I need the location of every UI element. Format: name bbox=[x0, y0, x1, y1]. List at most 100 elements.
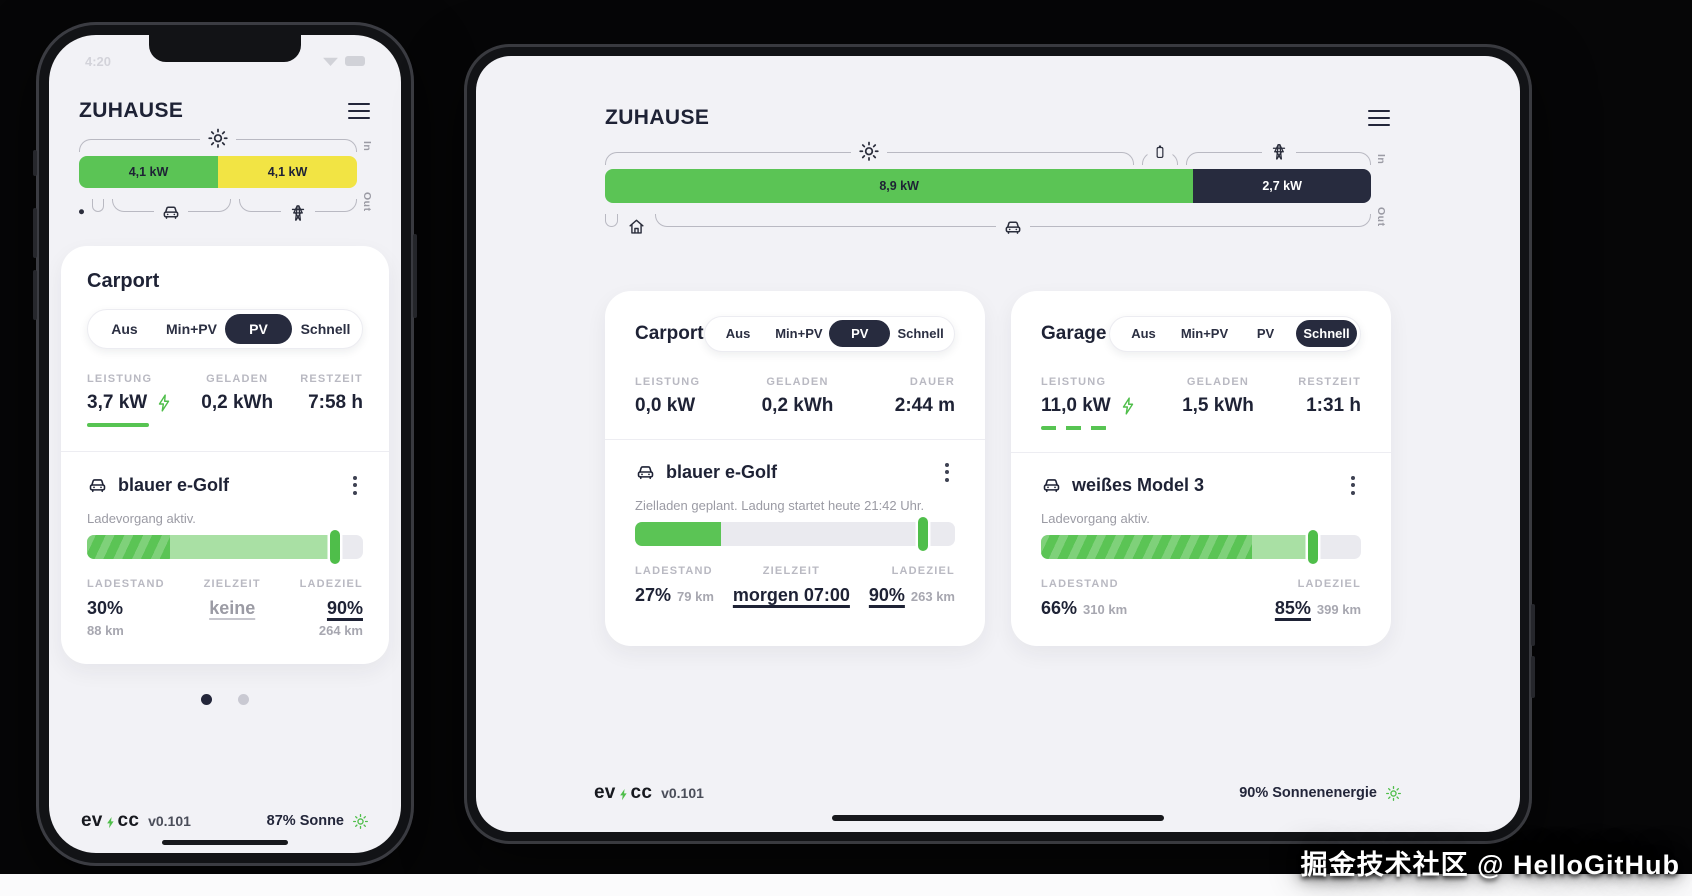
mode-option-minpv[interactable]: Min+PV bbox=[775, 326, 823, 342]
target-soc-link[interactable]: 85% bbox=[1274, 597, 1311, 618]
phone-mute-switch bbox=[33, 150, 37, 176]
planned-segment bbox=[169, 534, 336, 559]
mode-option-aus[interactable]: Aus bbox=[725, 326, 751, 342]
energy-in-label: In bbox=[361, 140, 373, 151]
app-footer: ev cc v0.101 87% Sonne bbox=[81, 810, 369, 832]
vehicle-bracket bbox=[655, 213, 1371, 238]
stat-restzeit: RESTZEIT 7:58 h bbox=[300, 372, 363, 413]
charge-mode-selector: Aus Min+PV PV Schnell bbox=[87, 308, 363, 349]
phone-volume-down-button bbox=[33, 270, 37, 320]
grid-bracket bbox=[1186, 141, 1371, 166]
mode-option-pv[interactable]: PV bbox=[225, 313, 292, 344]
charge-progress bbox=[1041, 529, 1361, 564]
pylon-icon bbox=[280, 202, 315, 223]
sun-icon bbox=[1385, 785, 1402, 802]
car-icon bbox=[1041, 475, 1062, 496]
battery-bracket bbox=[1141, 143, 1179, 166]
solar-share[interactable]: 90% Sonnenenergie bbox=[1239, 785, 1402, 802]
app-footer: ev cc v0.101 90% Sonnenenergie bbox=[476, 782, 1520, 804]
detail-ladestand: LADESTAND 66% 310 km bbox=[1041, 577, 1128, 618]
mode-option-aus[interactable]: Aus bbox=[1131, 326, 1156, 342]
car-icon bbox=[154, 202, 189, 223]
mode-option-minpv[interactable]: Min+PV bbox=[1180, 326, 1229, 342]
target-time-link[interactable]: morgen 07:00 bbox=[732, 584, 850, 605]
tablet-device-frame: ZUHAUSE bbox=[464, 44, 1535, 844]
stat-leistung: LEISTUNG 0,0 kW bbox=[635, 375, 701, 416]
mode-option-pv[interactable]: PV bbox=[829, 320, 891, 348]
charge-mode-selector: Aus Min+PV PV Schnell bbox=[1109, 315, 1361, 352]
tablet-screen: ZUHAUSE bbox=[476, 56, 1520, 832]
stat-restzeit: RESTZEIT 1:31 h bbox=[1298, 375, 1361, 416]
charge-status-text: Ladevorgang aktiv. bbox=[87, 510, 196, 526]
charged-segment bbox=[635, 521, 722, 546]
kebab-menu-icon[interactable] bbox=[939, 460, 955, 485]
app-header: ZUHAUSE bbox=[605, 106, 1391, 130]
pv-bracket bbox=[605, 140, 1134, 166]
app-header: ZUHAUSE bbox=[79, 99, 371, 123]
energy-bars: 8,9 kW 2,7 kW bbox=[605, 169, 1371, 204]
page-title: ZUHAUSE bbox=[79, 99, 184, 123]
stat-geladen: GELADEN 0,2 kWh bbox=[761, 375, 834, 416]
kebab-menu-icon[interactable] bbox=[347, 473, 363, 498]
loadpoint-title: Garage bbox=[1041, 322, 1107, 344]
page-dot-2[interactable] bbox=[238, 693, 249, 705]
energy-bars: 4,1 kW 4,1 kW bbox=[79, 156, 357, 189]
menu-icon[interactable] bbox=[1367, 106, 1391, 130]
charged-segment bbox=[1041, 534, 1253, 559]
house-bracket bbox=[605, 213, 618, 227]
power-underline bbox=[87, 422, 149, 427]
target-soc-link[interactable]: 90% bbox=[868, 584, 905, 605]
stat-geladen: GELADEN 1,5 kWh bbox=[1182, 375, 1254, 416]
vehicle-name: blauer e-Golf bbox=[118, 474, 230, 495]
detail-ladeziel: LADEZIEL 85% 399 km bbox=[1274, 577, 1361, 618]
target-soc-handle[interactable] bbox=[330, 529, 341, 564]
menu-icon[interactable] bbox=[347, 99, 371, 123]
sun-icon bbox=[851, 140, 888, 163]
progress-track bbox=[1041, 534, 1361, 559]
stat-geladen: GELADEN 0,2 kWh bbox=[201, 372, 274, 413]
mode-option-aus[interactable]: Aus bbox=[111, 320, 138, 337]
tablet-volume-up-button bbox=[1531, 604, 1535, 646]
evcc-logo: ev cc v0.101 bbox=[81, 810, 191, 831]
sun-icon bbox=[352, 813, 369, 830]
mode-option-pv[interactable]: PV bbox=[1256, 326, 1275, 342]
home-indicator bbox=[162, 840, 288, 845]
target-soc-handle[interactable] bbox=[1308, 529, 1318, 564]
target-time-link[interactable]: keine bbox=[209, 597, 256, 618]
home-indicator bbox=[832, 815, 1164, 821]
house-bracket bbox=[92, 198, 104, 212]
logo-bolt-icon bbox=[104, 814, 117, 831]
phone-screen: 4:20 ZUHAUSE In bbox=[49, 35, 401, 853]
detail-ladeziel: LADEZIEL 90% 263 km bbox=[868, 564, 955, 605]
phone-power-button bbox=[413, 234, 417, 318]
pylon-icon bbox=[1261, 141, 1296, 162]
phone-device-frame: 4:20 ZUHAUSE In bbox=[33, 22, 417, 866]
loadpoint-stats: LEISTUNG 3,7 kW GELADEN 0,2 kWh RESTZEIT bbox=[87, 373, 363, 427]
phone-volume-up-button bbox=[33, 208, 37, 258]
car-icon bbox=[996, 217, 1030, 238]
charge-status-text: Zielladen geplant. Ladung startet heute … bbox=[635, 497, 925, 513]
vehicle-details: LADESTAND 30% 88 km ZIELZEIT keine LADEZ… bbox=[87, 578, 363, 638]
grid-bracket bbox=[238, 198, 357, 223]
house-icon bbox=[626, 217, 647, 236]
grid-export-bar: 4,1 kW bbox=[218, 156, 357, 189]
mode-option-schnell[interactable]: Schnell bbox=[1296, 320, 1357, 348]
solar-share[interactable]: 87% Sonne bbox=[267, 813, 369, 830]
charge-mode-selector: Aus Min+PV PV Schnell bbox=[703, 315, 955, 352]
charged-segment bbox=[87, 534, 170, 559]
detail-ladeziel: LADEZIEL 90% 264 km bbox=[299, 577, 363, 638]
stat-dauer: DAUER 2:44 m bbox=[894, 375, 955, 416]
detail-zielzeit: ZIELZEIT morgen 07:00 bbox=[732, 564, 850, 605]
page-dot-1[interactable] bbox=[201, 693, 212, 705]
mode-option-schnell[interactable]: Schnell bbox=[897, 326, 944, 342]
stat-leistung: LEISTUNG 3,7 kW bbox=[87, 373, 174, 427]
detail-ladestand: LADESTAND 30% 88 km bbox=[87, 577, 165, 638]
target-soc-link[interactable]: 90% bbox=[326, 597, 363, 618]
mode-option-minpv[interactable]: Min+PV bbox=[166, 320, 217, 337]
target-soc-handle[interactable] bbox=[918, 516, 928, 551]
logo-bolt-icon bbox=[617, 786, 630, 803]
mode-option-schnell[interactable]: Schnell bbox=[300, 320, 351, 337]
detail-zielzeit: ZIELZEIT keine bbox=[203, 577, 261, 618]
energy-flow: In 8,9 kW 2,7 kW bbox=[605, 140, 1391, 238]
kebab-menu-icon[interactable] bbox=[1345, 473, 1361, 498]
